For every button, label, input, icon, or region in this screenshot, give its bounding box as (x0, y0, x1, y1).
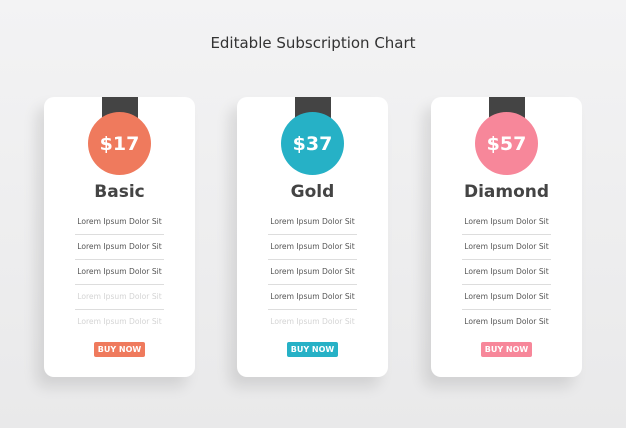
feature-item: Lorem Ipsum Dolor Sit (75, 235, 164, 260)
page-title: Editable Subscription Chart (210, 34, 416, 52)
price: $57 (486, 132, 527, 155)
feature-item: Lorem Ipsum Dolor Sit (462, 235, 551, 260)
feature-item: Lorem Ipsum Dolor Sit (462, 210, 551, 235)
price-badge: $37 (281, 112, 344, 175)
feature-item: Lorem Ipsum Dolor Sit (464, 317, 549, 326)
feature-item: Lorem Ipsum Dolor Sit (268, 285, 357, 310)
plan-card-basic: $17 Basic Lorem Ipsum Dolor Sit Lorem Ips… (44, 97, 195, 377)
price-badge: $17 (88, 112, 151, 175)
feature-item: Lorem Ipsum Dolor Sit (268, 210, 357, 235)
plan-name: Gold (290, 182, 335, 202)
feature-item: Lorem Ipsum Dolor Sit (268, 260, 357, 285)
feature-item: Lorem Ipsum Dolor Sit (268, 235, 357, 260)
buy-now-button[interactable]: BUY NOW (94, 342, 145, 357)
feature-item: Lorem Ipsum Dolor Sit (75, 210, 164, 235)
plan-card-diamond: $57 Diamond Lorem Ipsum Dolor Sit Lorem I… (431, 97, 582, 377)
feature-item: Lorem Ipsum Dolor Sit (462, 285, 551, 310)
feature-item: Lorem Ipsum Dolor Sit (75, 285, 164, 310)
feature-item: Lorem Ipsum Dolor Sit (75, 260, 164, 285)
buy-now-button[interactable]: BUY NOW (481, 342, 532, 357)
plan-card-gold: $37 Gold Lorem Ipsum Dolor Sit Lorem Ipsu… (237, 97, 388, 377)
price: $17 (99, 132, 140, 155)
plan-name: Diamond (463, 182, 550, 202)
feature-item: Lorem Ipsum Dolor Sit (270, 317, 355, 326)
price-badge: $57 (475, 112, 538, 175)
feature-list: Lorem Ipsum Dolor Sit Lorem Ipsum Dolor S… (268, 210, 357, 334)
plan-name: Basic (94, 182, 145, 202)
feature-list: Lorem Ipsum Dolor Sit Lorem Ipsum Dolor S… (462, 210, 551, 334)
feature-item: Lorem Ipsum Dolor Sit (77, 317, 162, 326)
feature-list: Lorem Ipsum Dolor Sit Lorem Ipsum Dolor S… (75, 210, 164, 334)
buy-now-button[interactable]: BUY NOW (287, 342, 338, 357)
feature-item: Lorem Ipsum Dolor Sit (462, 260, 551, 285)
price: $37 (292, 132, 333, 155)
